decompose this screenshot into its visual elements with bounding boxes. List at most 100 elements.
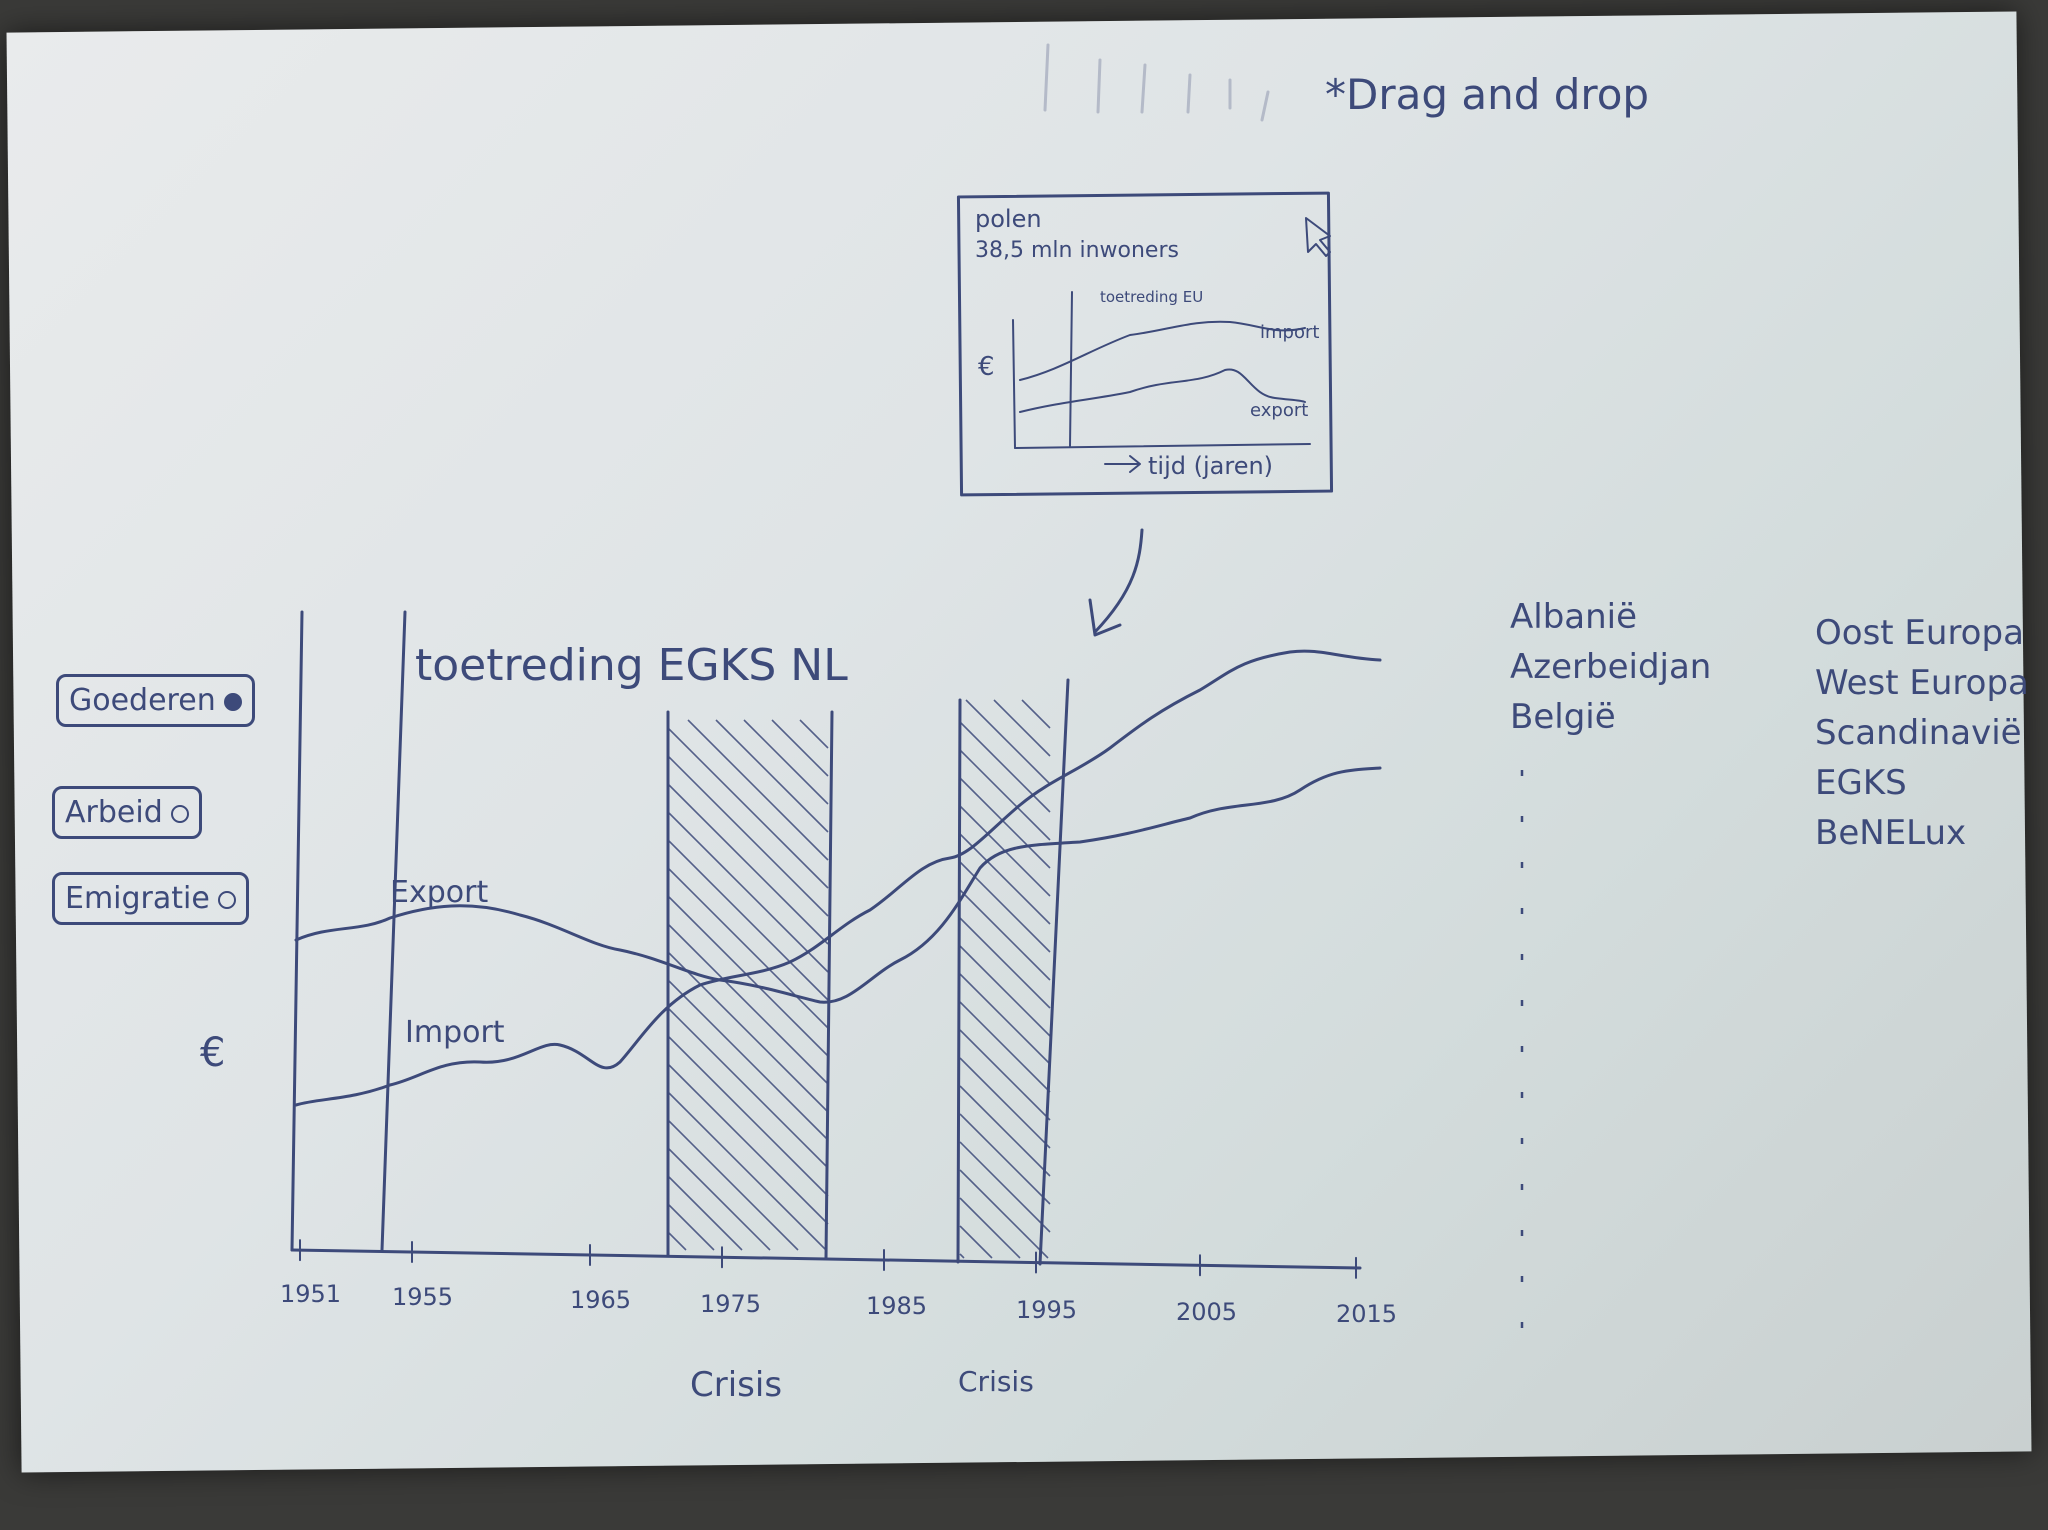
export-label: Export <box>390 875 489 910</box>
tooltip-event-label: toetreding EU <box>1100 288 1204 306</box>
hatch-line <box>959 721 1051 813</box>
region-item-egks[interactable]: EGKS <box>1815 763 1907 803</box>
tooltip-y-label: € <box>978 352 995 382</box>
arbeid-radio[interactable] <box>170 804 189 823</box>
arbeid-button[interactable]: Arbeid <box>52 786 202 839</box>
tooltip-box <box>956 191 1334 497</box>
export-line <box>294 766 1382 1004</box>
tooltip-x-axis <box>1014 443 1311 449</box>
hatch-band-2 <box>959 699 1051 1259</box>
tooltip-x-arrow <box>1104 455 1141 473</box>
hatch-line <box>667 867 829 1029</box>
hatch-line <box>1021 699 1051 729</box>
hatch-line <box>959 1197 1021 1259</box>
hatch-line <box>715 719 829 833</box>
hatch-line <box>667 951 829 1113</box>
hatch-line <box>667 1007 829 1169</box>
hatch-line <box>959 861 1051 953</box>
hatch-line <box>959 749 1051 841</box>
hatch-line <box>959 1113 1051 1205</box>
arbeid-label: Arbeid <box>65 795 163 830</box>
faded-marks <box>1043 43 1270 122</box>
region-list: Oost Europa West Europa Scandinavië EGKS… <box>1815 608 2029 858</box>
tooltip-x-label: tijd (jaren) <box>1148 452 1274 480</box>
hatch-line <box>965 699 1051 785</box>
tooltip-import-label: import <box>1260 322 1320 343</box>
import-label: Import <box>405 1015 505 1050</box>
region-item-benelux[interactable]: BeNELux <box>1815 813 1967 853</box>
hatch-line <box>959 889 1051 981</box>
hatch-line <box>959 1057 1051 1149</box>
tooltip-y-axis <box>1012 319 1016 449</box>
x-tick-label: 2015 <box>1336 1300 1398 1328</box>
hatch-line <box>667 839 829 1001</box>
x-tick-label: 1965 <box>570 1286 632 1314</box>
hatch-line <box>667 1231 687 1251</box>
hatch-line <box>799 719 829 749</box>
hatch-line <box>993 699 1051 757</box>
hatch-line <box>959 1029 1051 1121</box>
hatch-line <box>667 1063 829 1225</box>
country-list: Albanië Azerbeidjan België <box>1510 592 1711 742</box>
hatch-line <box>959 917 1051 1009</box>
tooltip-import-line <box>1019 320 1306 381</box>
hatch-line <box>667 783 829 945</box>
tooltip-population: 38,5 mln inwoners <box>975 238 1179 263</box>
drag-drop-note: *Drag and drop <box>1325 70 1650 119</box>
hatch-line <box>667 1203 715 1251</box>
x-tick-label: 1975 <box>700 1290 762 1318</box>
hatch-band-1 <box>667 719 829 1251</box>
country-item-albanie[interactable]: Albanië <box>1510 597 1638 637</box>
hatch-line <box>667 727 829 889</box>
hatch-line <box>959 1169 1049 1259</box>
event-line-egks <box>380 610 407 1252</box>
x-tick-label: 1985 <box>866 1292 928 1320</box>
hatch-line <box>667 1091 827 1251</box>
hatch-line <box>959 1253 965 1259</box>
tooltip-event-line <box>1069 291 1073 447</box>
hatch-line <box>959 973 1051 1065</box>
crisis-label-1: Crisis <box>690 1365 783 1405</box>
country-item-belgie[interactable]: België <box>1510 697 1616 737</box>
goederen-radio[interactable] <box>223 692 242 711</box>
hatch-line <box>667 811 829 973</box>
emigratie-button[interactable]: Emigratie <box>52 872 249 925</box>
hatch-line <box>959 1225 993 1259</box>
hatch-line <box>959 1001 1051 1093</box>
hatch-line <box>667 923 829 1085</box>
hatch-line <box>743 719 829 805</box>
hatch-line <box>667 755 829 917</box>
country-item-azerbeidjan[interactable]: Azerbeidjan <box>1510 647 1712 687</box>
hatch-line <box>667 1119 799 1251</box>
tooltip-export-label: export <box>1250 400 1309 421</box>
hatch-line <box>959 1085 1051 1177</box>
emigratie-radio[interactable] <box>217 890 236 909</box>
x-tick-label: 1995 <box>1016 1296 1078 1324</box>
main-y-label: € <box>200 1030 226 1076</box>
goederen-button[interactable]: Goederen <box>56 674 255 727</box>
hatch-line <box>667 979 829 1141</box>
event-label-egks: toetreding EGKS NL <box>415 640 848 691</box>
emigratie-label: Emigratie <box>65 881 210 916</box>
hatch-line <box>667 1175 743 1251</box>
tooltip-export-line <box>1019 368 1306 413</box>
region-item-scandinavie[interactable]: Scandinavië <box>1815 713 2022 753</box>
region-item-oost-europa[interactable]: Oost Europa <box>1815 613 2024 653</box>
region-item-west-europa[interactable]: West Europa <box>1815 663 2029 703</box>
x-tick-label: 1951 <box>280 1280 342 1308</box>
import-line <box>294 649 1382 1107</box>
hatch-line <box>959 777 1051 869</box>
drag-arrow <box>1088 528 1144 637</box>
hatch-line <box>959 1141 1051 1233</box>
cursor-arrow-icon <box>1305 217 1331 257</box>
hatch-line <box>687 719 829 861</box>
main-y-axis <box>290 610 304 1252</box>
x-tick-marks <box>299 1239 1357 1279</box>
hatch-line <box>667 895 829 1057</box>
x-tick-label: 2005 <box>1176 1298 1238 1326</box>
hatch-line <box>667 1035 829 1197</box>
hatch-line <box>959 945 1051 1037</box>
hatch-line <box>959 833 1051 925</box>
hatch-line <box>667 1147 771 1251</box>
